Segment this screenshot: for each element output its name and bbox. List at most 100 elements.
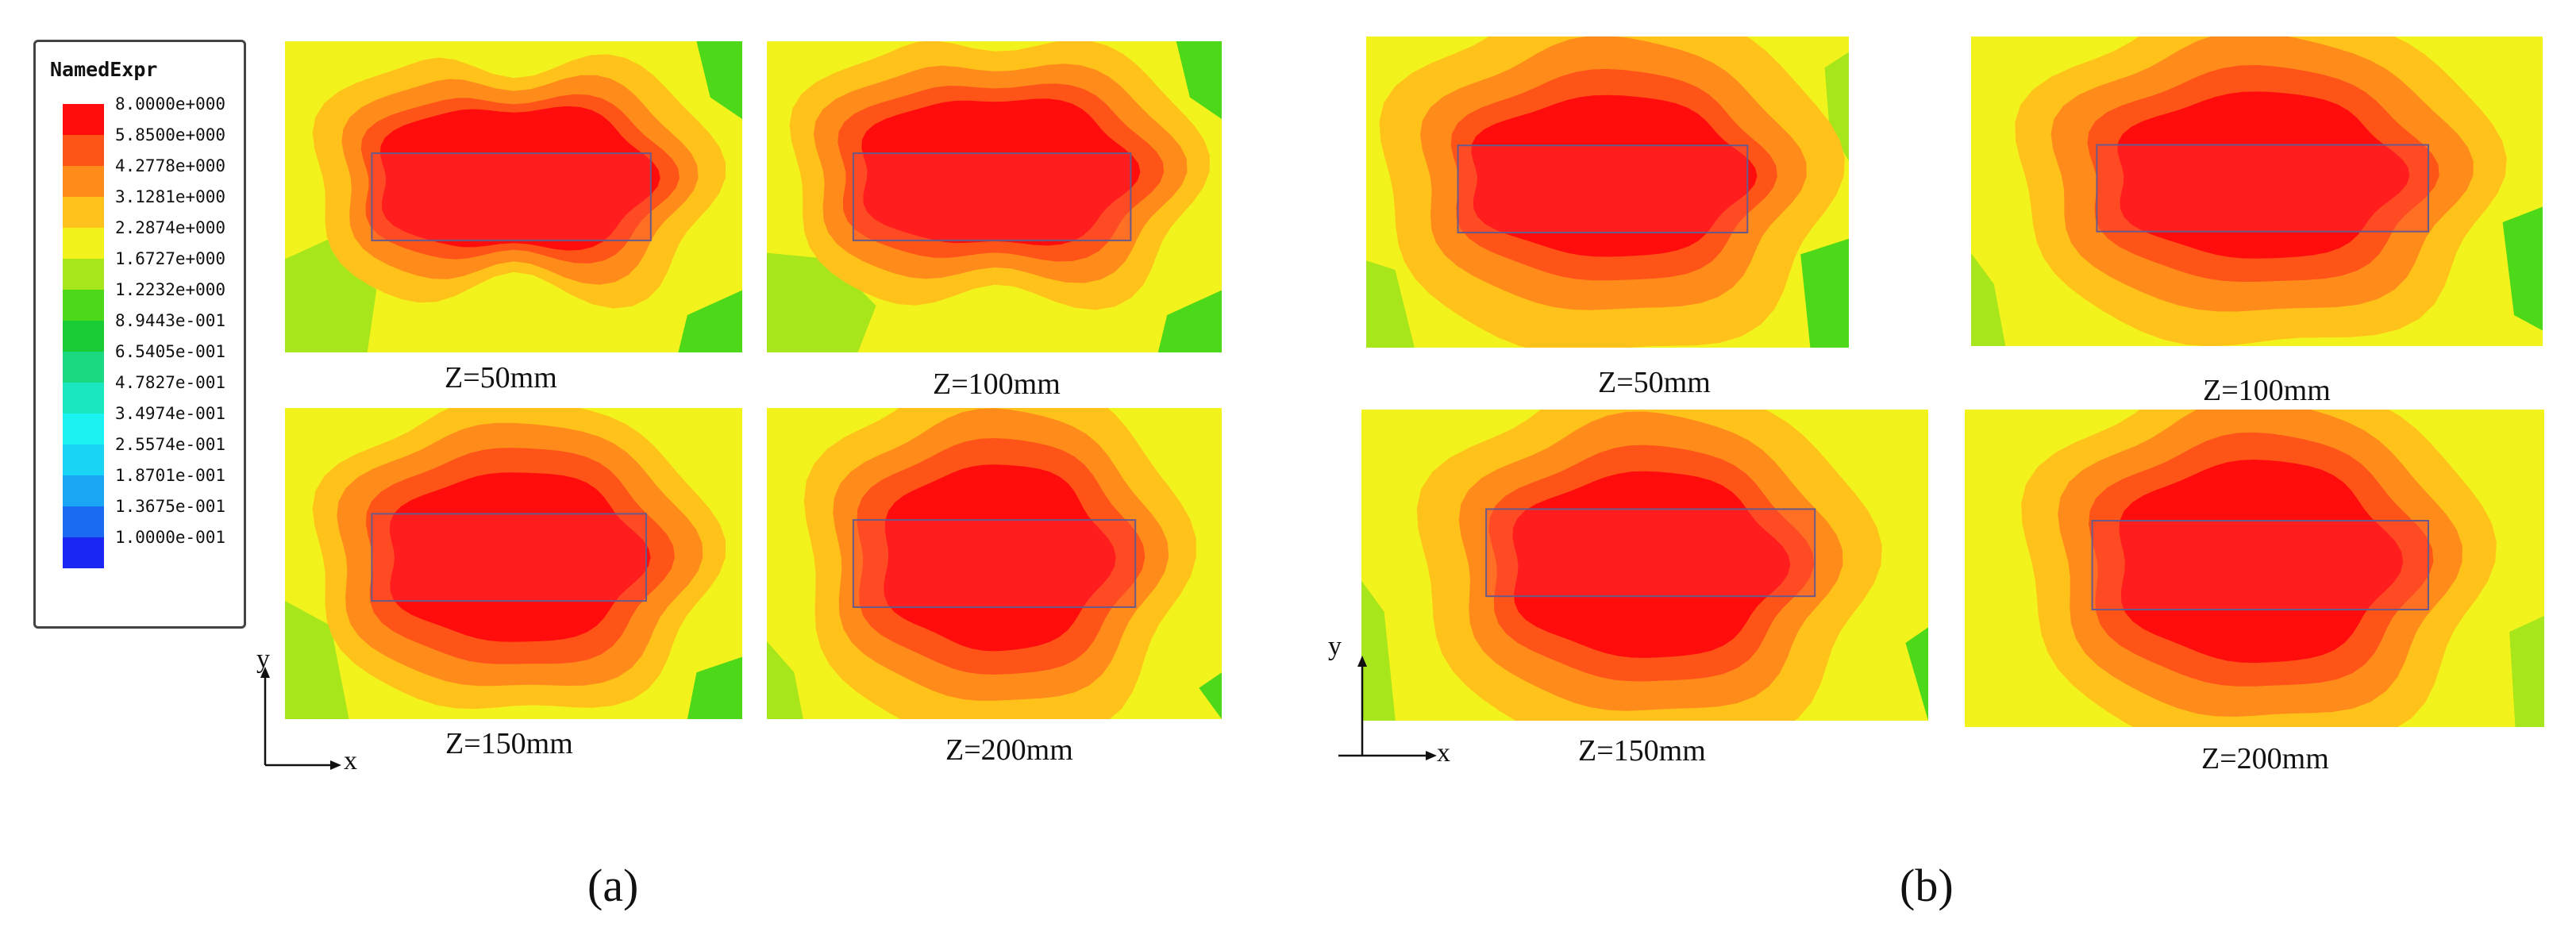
legend-swatch — [63, 166, 104, 197]
legend-swatch — [63, 506, 104, 537]
source-rectangle — [852, 152, 1132, 241]
legend-value: 2.5574e-001 — [115, 435, 226, 454]
contour-level — [1471, 94, 1758, 257]
legend-entry: 3.1281e+000 — [63, 187, 242, 228]
legend-swatch — [63, 228, 104, 259]
contour-panel-a-z50 — [285, 41, 742, 352]
y-axis-label-b: y — [1328, 632, 1342, 661]
legend-entry: 3.4974e-001 — [63, 404, 242, 444]
contour-region-low — [1824, 52, 1849, 161]
source-rectangle — [371, 513, 648, 602]
source-rectangle — [852, 519, 1137, 608]
contour-region-lower — [1800, 238, 1849, 348]
legend-value: 1.2232e+000 — [115, 280, 226, 299]
legend-value: 8.0000e+000 — [115, 94, 226, 114]
legend-value: 8.9443e-001 — [115, 311, 226, 330]
legend-title: NamedExpr — [50, 58, 158, 81]
legend-swatch — [63, 290, 104, 321]
axis-indicator-b — [1338, 656, 1437, 760]
contour-region-low — [767, 641, 803, 719]
legend-swatch — [63, 414, 104, 444]
legend-value: 1.6727e+000 — [115, 249, 226, 268]
contour-panel-b-z100 — [1971, 37, 2543, 346]
legend-value: 4.7827e-001 — [115, 373, 226, 392]
legend-swatch — [63, 135, 104, 166]
caption-a-z200: Z=200mm — [945, 733, 1073, 767]
legend-value: 3.1281e+000 — [115, 187, 226, 206]
legend-swatch — [63, 444, 104, 475]
contour-region-lower — [1176, 41, 1222, 119]
contour-level — [379, 106, 660, 251]
axis-indicator-a — [260, 667, 341, 770]
legend-swatch — [63, 197, 104, 228]
legend-value: 1.0000e-001 — [115, 528, 226, 547]
legend-entry: 8.0000e+000 — [63, 94, 242, 135]
legend-swatch — [63, 475, 104, 506]
contour-level — [884, 464, 1116, 652]
legend-entry: 1.8701e-001 — [63, 466, 242, 506]
contour-region-lower — [1905, 627, 1928, 721]
contour-panel-a-z200 — [767, 408, 1222, 719]
contour-panel-b-z200 — [1965, 410, 2544, 727]
contour-level — [1512, 471, 1791, 658]
legend-value: 1.8701e-001 — [115, 466, 226, 485]
caption-b-z100: Z=100mm — [2203, 374, 2331, 407]
legend-swatch — [63, 321, 104, 352]
contour-level — [2119, 460, 2404, 664]
legend-entry: 8.9443e-001 — [63, 311, 242, 352]
legend-entry: 4.7827e-001 — [63, 373, 242, 414]
legend-value: 2.2874e+000 — [115, 218, 226, 237]
y-axis-label-a: y — [256, 644, 270, 674]
contour-panel-a-z150 — [285, 408, 742, 719]
contour-panel-a-z100 — [767, 41, 1222, 352]
legend-value: 5.8500e+000 — [115, 125, 226, 144]
contour-panel-b-z150 — [1361, 410, 1928, 721]
contour-region-lower — [1199, 672, 1222, 719]
legend-entry: 1.6727e+000 — [63, 249, 242, 290]
legend-entry: 2.2874e+000 — [63, 218, 242, 259]
legend-swatch — [63, 537, 104, 568]
caption-a-z150: Z=150mm — [445, 727, 573, 760]
legend-swatch — [63, 352, 104, 383]
legend-entry: 1.3675e-001 — [63, 497, 242, 537]
contour-region-low — [285, 601, 349, 719]
contour-level — [389, 472, 651, 642]
caption-b-z200: Z=200mm — [2201, 742, 2329, 775]
contour-region-lower — [1157, 290, 1222, 352]
legend-value: 4.2778e+000 — [115, 156, 226, 175]
contour-region-lower — [2502, 206, 2543, 331]
legend-entry: 6.5405e-001 — [63, 342, 242, 383]
contour-region-lower — [696, 41, 742, 119]
contour-region-low — [1971, 253, 2006, 346]
x-axis-label-b: x — [1437, 738, 1450, 768]
legend-value: 3.4974e-001 — [115, 404, 226, 423]
caption-b-z50: Z=50mm — [1598, 366, 1711, 399]
source-rectangle — [2091, 520, 2429, 610]
source-rectangle — [1457, 144, 1749, 233]
legend-entry: 5.8500e+000 — [63, 125, 242, 166]
legend-value: 1.3675e-001 — [115, 497, 226, 516]
legend-swatch — [63, 104, 104, 135]
caption-a-z50: Z=50mm — [445, 361, 557, 394]
figure-label-a: (a) — [587, 860, 639, 911]
legend-swatch — [63, 383, 104, 414]
legend-swatch — [63, 259, 104, 290]
legend-entry: 1.2232e+000 — [63, 280, 242, 321]
source-rectangle — [371, 152, 652, 241]
figure-label-b: (b) — [1900, 860, 1954, 911]
contour-region-low — [2509, 616, 2544, 727]
source-rectangle — [2096, 144, 2429, 233]
caption-a-z100: Z=100mm — [933, 367, 1061, 401]
caption-b-z150: Z=150mm — [1578, 734, 1706, 768]
contour-level — [2117, 91, 2410, 259]
contour-region-lower — [687, 656, 742, 719]
legend-value: 6.5405e-001 — [115, 342, 226, 361]
color-legend: NamedExpr 8.0000e+000 5.8500e+000 4.2778e+… — [33, 40, 246, 629]
contour-panel-b-z50 — [1366, 37, 1849, 348]
source-rectangle — [1485, 508, 1816, 598]
contour-level — [861, 98, 1141, 246]
legend-entry: 4.2778e+000 — [63, 156, 242, 197]
contour-region-low — [1361, 580, 1396, 721]
contour-region-lower — [678, 290, 742, 352]
x-axis-label-a: x — [344, 746, 357, 775]
